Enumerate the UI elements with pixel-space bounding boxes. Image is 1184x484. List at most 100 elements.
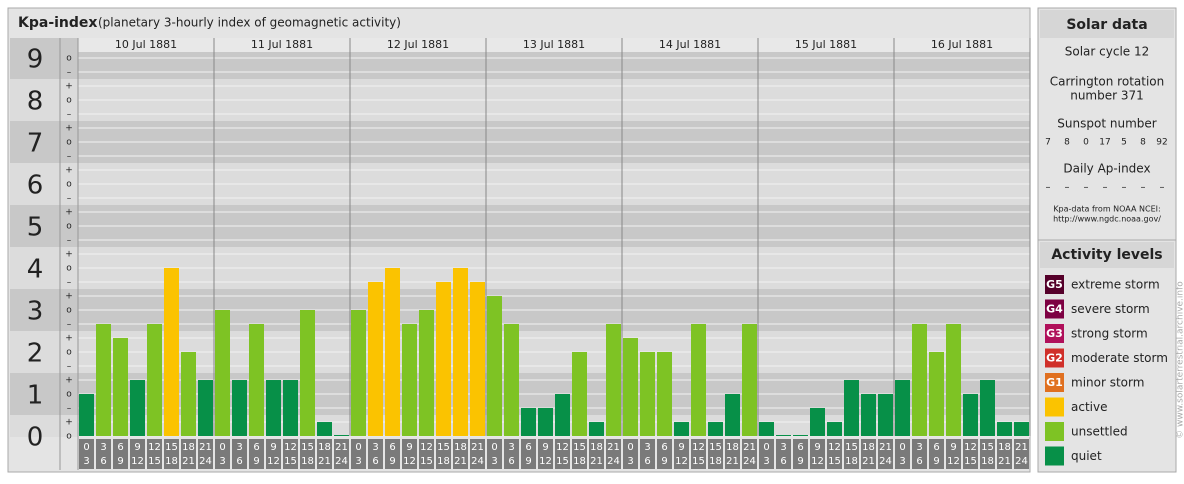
hour-end: 24 — [471, 456, 484, 467]
hour-start: 21 — [335, 442, 348, 453]
hour-start: 3 — [644, 442, 650, 453]
hour-end: 9 — [797, 456, 803, 467]
hour-end: 24 — [743, 456, 756, 467]
hour-start: 9 — [134, 442, 140, 453]
hour-end: 21 — [590, 456, 603, 467]
hour-end: 9 — [933, 456, 939, 467]
kp-bar — [946, 324, 961, 436]
solar-title: Solar data — [1066, 17, 1147, 33]
hour-end: 6 — [372, 456, 378, 467]
kp-bar — [79, 394, 94, 436]
sunspot-value: 0 — [1083, 138, 1089, 148]
hour-start: 12 — [828, 442, 841, 453]
y-tick-label: 0 — [27, 423, 44, 453]
hour-end: 21 — [862, 456, 875, 467]
hour-end: 9 — [117, 456, 123, 467]
hour-end: 3 — [899, 456, 905, 467]
hour-start: 6 — [389, 442, 395, 453]
minor-tick-label: – — [67, 151, 72, 161]
minor-tick-label: o — [66, 390, 72, 400]
minor-tick-label: o — [66, 306, 72, 316]
kp-bar — [640, 352, 655, 436]
hour-start: 0 — [899, 442, 905, 453]
hour-end: 15 — [284, 456, 297, 467]
legend-badge: G3 — [1046, 327, 1063, 340]
hour-start: 18 — [182, 442, 195, 453]
legend-name: minor storm — [1071, 376, 1144, 390]
kp-bar — [300, 310, 315, 436]
carrington: number 371 — [1070, 89, 1144, 103]
hour-end: 9 — [661, 456, 667, 467]
hour-start: 9 — [406, 442, 412, 453]
source: Kpa-data from NOAA NCEI: — [1053, 205, 1160, 214]
legend-badge: G4 — [1046, 303, 1063, 316]
hour-start: 18 — [454, 442, 467, 453]
minor-tick-label: – — [67, 193, 72, 203]
hour-end: 9 — [253, 456, 259, 467]
hour-end: 12 — [539, 456, 552, 467]
legend-badge: G2 — [1046, 352, 1063, 365]
minor-tick-label: – — [67, 403, 72, 413]
day-label: 11 Jul 1881 — [251, 38, 313, 51]
chart-title: Kpa-index — [18, 15, 97, 31]
sunspot-value: 8 — [1140, 138, 1146, 148]
hour-end: 24 — [607, 456, 620, 467]
hour-start: 6 — [253, 442, 259, 453]
hour-start: 0 — [83, 442, 89, 453]
minor-tick-label: + — [65, 376, 73, 386]
minor-tick-label: + — [65, 124, 73, 134]
hour-start: 15 — [845, 442, 858, 453]
hour-end: 24 — [335, 456, 348, 467]
minor-tick-label: + — [65, 166, 73, 176]
legend-name: moderate storm — [1071, 351, 1168, 365]
kp-bar — [878, 394, 893, 436]
hour-end: 18 — [165, 456, 178, 467]
ap-value: – — [1141, 182, 1146, 193]
legend-name: active — [1071, 400, 1107, 414]
hour-start: 6 — [661, 442, 667, 453]
hour-start: 9 — [950, 442, 956, 453]
y-tick-label: 2 — [27, 339, 44, 369]
y-tick-label: 5 — [27, 213, 44, 243]
sunspot-value: 8 — [1064, 138, 1070, 148]
hour-end: 3 — [763, 456, 769, 467]
kp-bar — [504, 324, 519, 436]
hour-end: 9 — [389, 456, 395, 467]
hour-start: 9 — [270, 442, 276, 453]
legend-name: unsettled — [1071, 425, 1128, 439]
day-label: 15 Jul 1881 — [795, 38, 857, 51]
hour-start: 18 — [862, 442, 875, 453]
sunspot-value: 5 — [1121, 138, 1127, 148]
hour-end: 15 — [964, 456, 977, 467]
hour-end: 6 — [644, 456, 650, 467]
minor-tick-label: – — [67, 277, 72, 287]
minor-tick-label: – — [67, 235, 72, 245]
chart-subtitle: (planetary 3-hourly index of geomagnetic… — [98, 16, 401, 30]
y-tick-label: 7 — [27, 129, 44, 159]
hour-end: 24 — [199, 456, 212, 467]
hour-end: 12 — [675, 456, 688, 467]
kp-bar — [691, 324, 706, 436]
y-tick-label: 1 — [27, 381, 44, 411]
kp-bar — [623, 338, 638, 436]
hour-start: 12 — [692, 442, 705, 453]
hour-start: 0 — [763, 442, 769, 453]
hour-end: 6 — [508, 456, 514, 467]
kp-bar — [674, 422, 689, 436]
kp-bar — [249, 324, 264, 436]
kp-bar — [861, 394, 876, 436]
hour-start: 21 — [1015, 442, 1028, 453]
sunspot-value: 17 — [1099, 138, 1110, 148]
hour-end: 21 — [318, 456, 331, 467]
watermark: © www.solarterrestrial.archive.info — [1176, 281, 1184, 439]
kp-bar — [487, 296, 502, 436]
hour-start: 9 — [678, 442, 684, 453]
hour-end: 24 — [879, 456, 892, 467]
legend-swatch — [1045, 447, 1064, 466]
kp-bar — [521, 408, 536, 436]
kp-bar — [997, 422, 1012, 436]
minor-tick-label: + — [65, 208, 73, 218]
ap-value: – — [1160, 182, 1165, 193]
ap-value: – — [1122, 182, 1127, 193]
kp-bar — [895, 380, 910, 436]
